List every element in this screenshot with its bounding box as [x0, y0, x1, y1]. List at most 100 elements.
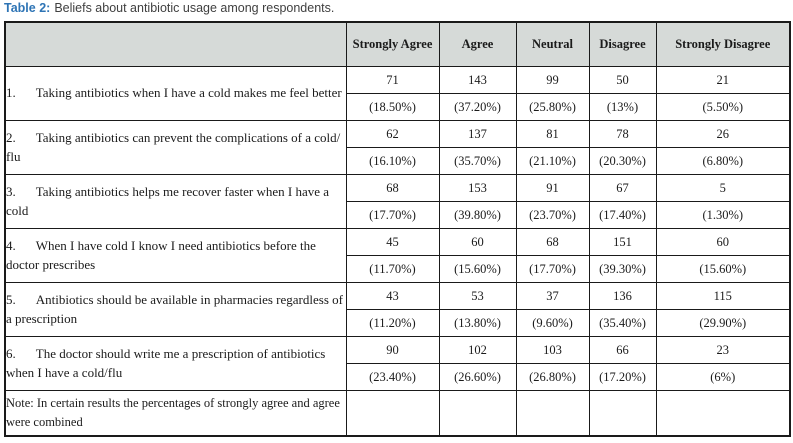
statement-number: 5. — [6, 291, 16, 307]
column-header-neutral: Neutral — [515, 21, 590, 67]
percent-cell: (23.40%) — [345, 363, 440, 391]
percent-cell: (21.10%) — [515, 147, 590, 175]
table-caption: Table 2: Beliefs about antibiotic usage a… — [4, 1, 334, 15]
count-cell: 90 — [345, 336, 440, 364]
table-row: (16.10%) (35.70%) (21.10%) (20.30%) (6.8… — [5, 147, 791, 175]
count-cell: 37 — [515, 282, 590, 310]
percent-cell: (11.20%) — [345, 309, 440, 337]
percent-cell: (15.60%) — [438, 255, 517, 283]
percent-cell: (17.20%) — [588, 363, 657, 391]
percent-cell: (35.70%) — [438, 147, 517, 175]
table-row: 5. Antibiotics should be available in pha… — [4, 282, 791, 337]
count-cell: 137 — [438, 120, 517, 148]
count-cell: 143 — [438, 66, 517, 94]
statement-text: When I have cold I know I need antibioti… — [6, 237, 316, 272]
count-cell: 43 — [345, 282, 440, 310]
count-cell: 91 — [515, 174, 590, 202]
column-header-disagree: Disagree — [588, 21, 657, 67]
percent-cell: (13%) — [588, 93, 657, 121]
statement-number: 6. — [6, 345, 16, 361]
empty-cell — [588, 390, 657, 437]
statement-number: 4. — [6, 237, 16, 253]
empty-cell — [655, 390, 791, 437]
percent-cell: (35.40%) — [588, 309, 657, 337]
percent-cell: (20.30%) — [588, 147, 657, 175]
statement-4: 4. When I have cold I know I need antibio… — [4, 228, 347, 283]
count-cell: 99 — [515, 66, 590, 94]
count-cell: 45 — [345, 228, 440, 256]
count-cell: 68 — [345, 174, 440, 202]
table-row: (18.50%) (37.20%) (25.80%) (13%) (5.50%) — [5, 93, 791, 121]
count-cell: 50 — [588, 66, 657, 94]
percent-cell: (11.70%) — [345, 255, 440, 283]
corner-cell — [4, 21, 347, 67]
count-cell: 136 — [588, 282, 657, 310]
count-cell: 21 — [655, 66, 791, 94]
percent-cell: (39.80%) — [438, 201, 517, 229]
percent-cell: (26.80%) — [515, 363, 590, 391]
table-row: 4. When I have cold I know I need antibio… — [4, 228, 791, 283]
percent-cell: (26.60%) — [438, 363, 517, 391]
percent-cell: (29.90%) — [655, 309, 791, 337]
empty-cell — [515, 390, 590, 437]
statement-text: Taking antibiotics can prevent the compl… — [6, 129, 341, 164]
statement-number: 1. — [6, 85, 16, 101]
table-row: 3. Taking antibiotics helps me recover fa… — [4, 174, 791, 229]
column-header-strongly-disagree: Strongly Disagree — [655, 21, 791, 67]
empty-cell — [438, 390, 517, 437]
count-cell: 68 — [515, 228, 590, 256]
table-row: 6. The doctor should write me a prescript… — [4, 336, 791, 391]
statement-3: 3. Taking antibiotics helps me recover fa… — [4, 174, 347, 229]
statement-number: 3. — [6, 183, 16, 199]
beliefs-table: Strongly Agree Agree Neutral Disagree St… — [4, 21, 791, 437]
percent-cell: (17.40%) — [588, 201, 657, 229]
empty-cell — [345, 390, 440, 437]
percent-cell: (15.60%) — [655, 255, 791, 283]
statement-6: 6. The doctor should write me a prescript… — [4, 336, 347, 391]
count-cell: 26 — [655, 120, 791, 148]
percent-cell: (23.70%) — [515, 201, 590, 229]
count-cell: 115 — [655, 282, 791, 310]
count-cell: 153 — [438, 174, 517, 202]
count-cell: 62 — [345, 120, 440, 148]
table-caption-label: Table 2: — [4, 1, 51, 15]
column-header-agree: Agree — [438, 21, 517, 67]
percent-cell: (39.30%) — [588, 255, 657, 283]
count-cell: 60 — [655, 228, 791, 256]
percent-cell: (25.80%) — [515, 93, 590, 121]
count-cell: 66 — [588, 336, 657, 364]
percent-cell: (18.50%) — [345, 93, 440, 121]
count-cell: 78 — [588, 120, 657, 148]
percent-cell: (37.20%) — [438, 93, 517, 121]
count-cell: 53 — [438, 282, 517, 310]
count-cell: 81 — [515, 120, 590, 148]
count-cell: 102 — [438, 336, 517, 364]
table-row: 2. Taking antibiotics can prevent the com… — [4, 120, 791, 175]
count-cell: 151 — [588, 228, 657, 256]
table-row: (11.70%) (15.60%) (17.70%) (39.30%) (15.… — [5, 255, 791, 283]
statement-text: Antibiotics should be available in pharm… — [6, 291, 343, 326]
statement-text: Taking antibiotics when I have a cold ma… — [35, 85, 342, 101]
count-cell: 5 — [655, 174, 791, 202]
percent-cell: (9.60%) — [515, 309, 590, 337]
table-row: (23.40%) (26.60%) (26.80%) (17.20%) (6%) — [5, 363, 791, 391]
percent-cell: (6%) — [655, 363, 791, 391]
header-row: Strongly Agree Agree Neutral Disagree St… — [4, 21, 791, 67]
statement-5: 5. Antibiotics should be available in pha… — [4, 282, 347, 337]
note-row: Note: In certain results the percentages… — [4, 390, 791, 437]
percent-cell: (1.30%) — [655, 201, 791, 229]
statement-text: Taking antibiotics helps me recover fast… — [6, 183, 330, 218]
count-cell: 71 — [345, 66, 440, 94]
table-row: (11.20%) (13.80%) (9.60%) (35.40%) (29.9… — [5, 309, 791, 337]
table-caption-text: Beliefs about antibiotic usage among res… — [54, 1, 335, 15]
count-cell: 103 — [515, 336, 590, 364]
column-header-strongly-agree: Strongly Agree — [345, 21, 440, 67]
count-cell: 60 — [438, 228, 517, 256]
percent-cell: (5.50%) — [655, 93, 791, 121]
percent-cell: (6.80%) — [655, 147, 791, 175]
percent-cell: (16.10%) — [345, 147, 440, 175]
statement-number: 2. — [6, 129, 16, 145]
statement-1: 1. Taking antibiotics when I have a cold … — [4, 66, 347, 121]
count-cell: 67 — [588, 174, 657, 202]
